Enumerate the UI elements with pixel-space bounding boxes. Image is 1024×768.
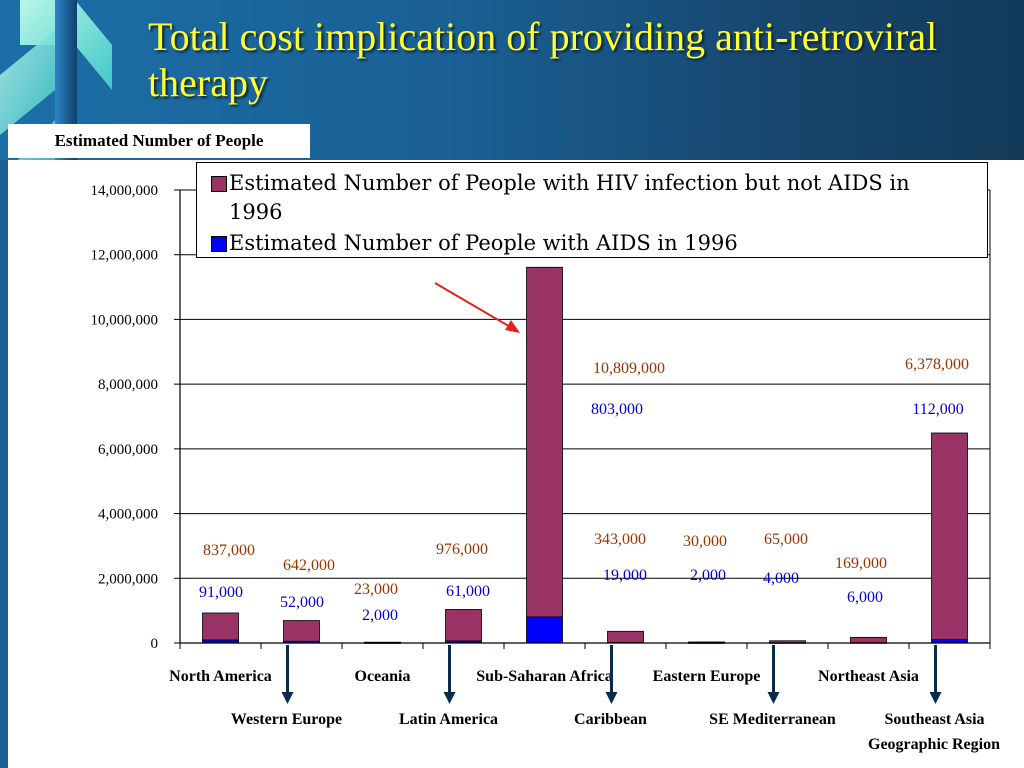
y-tick-label: 12,000,000	[91, 248, 159, 264]
data-label-aids: 91,000	[199, 584, 243, 601]
highlight-arrowhead	[505, 320, 520, 333]
category-label: Western Europe	[231, 711, 342, 728]
legend-label-aids: Estimated Number of People with AIDS in …	[229, 231, 738, 255]
data-label-aids: 2,000	[690, 567, 726, 584]
category-label: North America	[169, 668, 272, 685]
bar-hiv-not-aids	[931, 432, 968, 640]
bar-hiv-not-aids	[526, 266, 563, 618]
chart-legend: Estimated Number of People with HIV infe…	[196, 162, 988, 258]
x-axis-title: Geographic Region	[868, 736, 1000, 753]
chart-subtitle: Estimated Number of People	[8, 124, 310, 158]
category-label: Oceania	[355, 668, 411, 685]
category-label: Latin America	[399, 711, 498, 728]
data-label-hiv: 343,000	[594, 531, 646, 548]
bar-aids	[526, 616, 563, 644]
data-label-hiv: 30,000	[683, 533, 727, 550]
slide-title: Total cost implication of providing anti…	[148, 14, 938, 105]
legend-swatch-aids	[211, 236, 227, 252]
category-pointer-arrowhead	[281, 692, 294, 704]
bar-hiv-not-aids	[283, 620, 320, 642]
data-label-aids: 4,000	[763, 570, 799, 587]
y-tick-label: 14,000,000	[91, 183, 159, 199]
data-label-hiv: 169,000	[835, 555, 887, 572]
bar-hiv-not-aids	[850, 636, 887, 644]
legend-item-aids: Estimated Number of People with AIDS in …	[211, 229, 929, 258]
chart-bars	[202, 266, 968, 644]
chart-labels: 837,000 642,000 23,000 976,000 10,809,000 343…	[199, 356, 969, 624]
chart-arrows	[281, 282, 942, 704]
category-label: SE Mediterranean	[709, 711, 836, 728]
y-tick-label: 10,000,000	[91, 312, 159, 328]
y-tick-label: 0	[151, 636, 159, 652]
category-pointer-arrowhead	[443, 692, 456, 704]
y-tick-label: 8,000,000	[98, 377, 158, 393]
data-label-aids: 803,000	[591, 401, 643, 418]
logo-icon	[0, 0, 112, 160]
bar-hiv-not-aids	[202, 612, 239, 641]
y-tick-label: 4,000,000	[98, 507, 158, 523]
data-label-hiv: 6,378,000	[905, 356, 969, 373]
category-pointer-arrowhead	[767, 692, 780, 704]
category-pointer-arrowhead	[929, 692, 942, 704]
data-label-hiv: 976,000	[436, 541, 488, 558]
y-tick-label: 2,000,000	[98, 571, 158, 587]
legend-swatch-hiv	[211, 176, 227, 192]
data-label-hiv: 23,000	[354, 581, 398, 598]
chart-x-labels: North America Western Europe Oceania Latin …	[169, 668, 984, 728]
category-label: Sub-Saharan Africa	[476, 668, 612, 685]
category-label: Southeast Asia	[884, 711, 984, 728]
data-label-aids: 19,000	[603, 567, 647, 584]
data-label-hiv: 65,000	[764, 531, 808, 548]
data-label-hiv: 837,000	[203, 542, 255, 559]
category-label: Eastern Europe	[653, 668, 761, 685]
y-tick-label: 6,000,000	[98, 442, 158, 458]
highlight-arrow	[434, 282, 513, 329]
left-accent-bar	[0, 160, 8, 768]
data-label-aids: 61,000	[446, 583, 490, 600]
data-label-aids: 112,000	[912, 401, 963, 418]
legend-label-hiv: Estimated Number of People with HIV infe…	[229, 171, 910, 224]
category-label: Caribbean	[574, 711, 647, 728]
data-label-hiv: 642,000	[283, 557, 335, 574]
data-label-aids: 2,000	[362, 607, 398, 624]
legend-item-hiv: Estimated Number of People with HIV infe…	[211, 169, 929, 227]
bar-hiv-not-aids	[607, 630, 644, 643]
data-label-aids: 6,000	[847, 589, 883, 606]
data-label-hiv: 10,809,000	[593, 360, 665, 377]
category-pointer-arrowhead	[605, 692, 618, 704]
chart-axes: 0 2,000,000 4,000,000 6,000,000 8,000,000 10,…	[91, 183, 991, 652]
data-label-aids: 52,000	[280, 594, 324, 611]
category-label: Northeast Asia	[818, 668, 919, 685]
bar-hiv-not-aids	[445, 609, 482, 642]
